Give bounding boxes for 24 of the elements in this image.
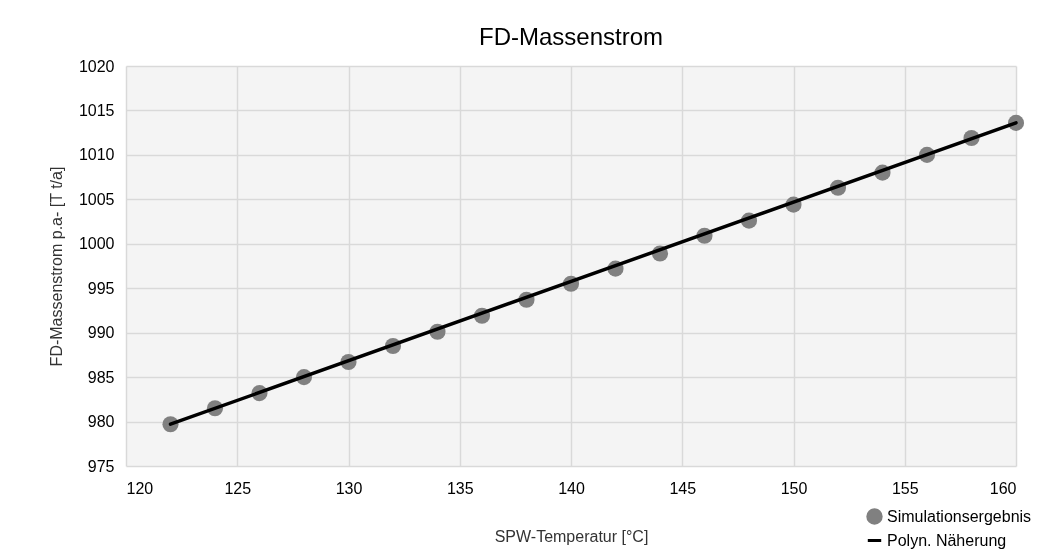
- y-tick-label: 990: [87, 324, 115, 342]
- y-tick-label: 1000: [78, 235, 115, 253]
- y-tick-label: 1020: [78, 57, 115, 75]
- x-tick-label: 130: [335, 479, 363, 497]
- legend-label: Simulationsergebnis: [887, 507, 1032, 525]
- y-tick-label: 1015: [78, 101, 115, 119]
- y-tick-label: 980: [87, 413, 115, 431]
- x-tick-label: 125: [224, 479, 252, 497]
- x-axis-title: SPW-Temperatur [°C]: [494, 527, 649, 545]
- chart-title: FD-Massenstrom: [478, 23, 664, 50]
- y-tick-label: 975: [87, 457, 115, 475]
- y-tick-label: 1010: [78, 146, 115, 164]
- y-tick-label: 985: [87, 368, 115, 386]
- y-tick-label: 1005: [78, 190, 115, 208]
- x-tick-label: 155: [891, 479, 919, 497]
- x-tick-label: 120: [126, 479, 154, 497]
- legend-label: Polyn. Näherung: [887, 531, 1007, 549]
- x-tick-label: 135: [446, 479, 474, 497]
- x-tick-label: 140: [558, 479, 585, 497]
- x-tick-label: 150: [780, 479, 808, 497]
- x-tick-label: 145: [669, 479, 697, 497]
- y-tick-label: 995: [87, 279, 115, 297]
- y-axis-title: FD-Massenstrom p.a- [T t/a]: [47, 166, 65, 367]
- x-tick-label: 160: [989, 479, 1017, 497]
